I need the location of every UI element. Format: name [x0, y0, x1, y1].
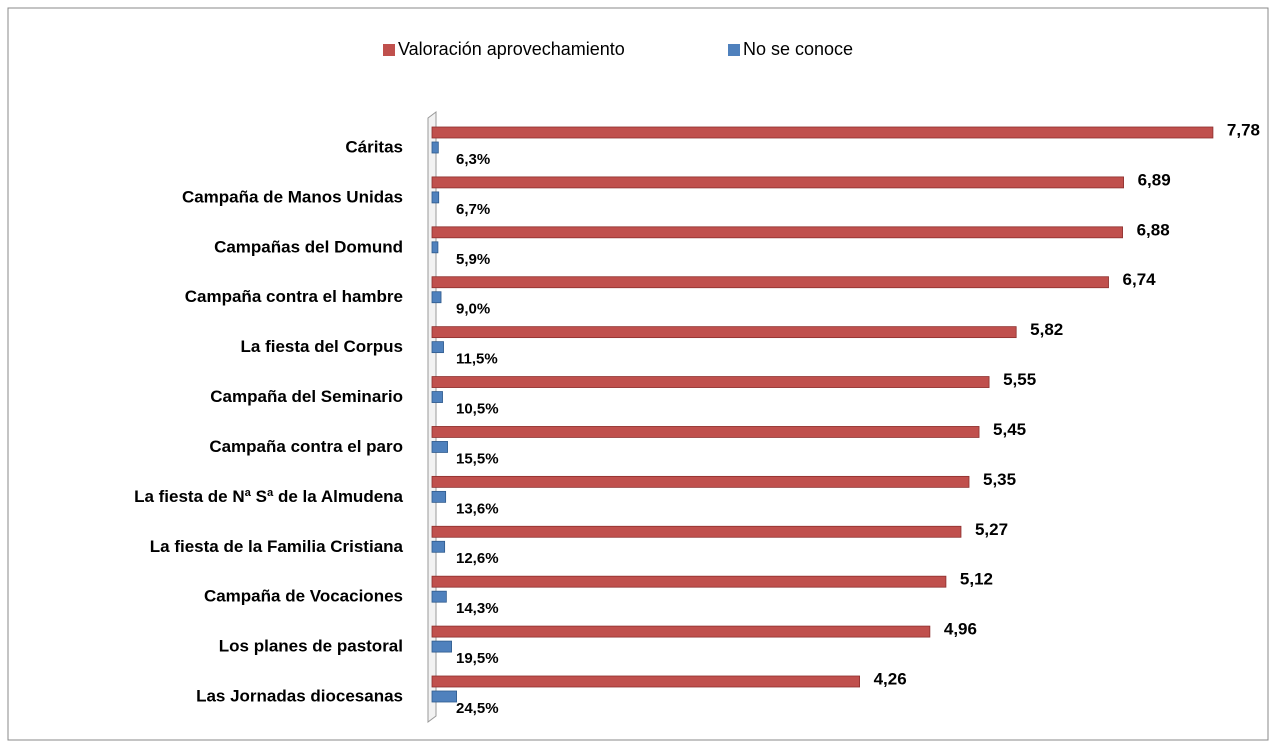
- value-label: 6,89: [1138, 170, 1171, 189]
- value-label: 6,88: [1137, 220, 1170, 239]
- category-label: Cáritas: [345, 137, 403, 156]
- bar: [431, 126, 1214, 139]
- value-label: 19,5%: [456, 650, 499, 667]
- bar: [431, 191, 440, 204]
- legend-label: No se conoce: [743, 39, 853, 59]
- category-label: La fiesta de Nª Sª de la Almudena: [134, 487, 403, 506]
- category-label: Campaña contra el hambre: [185, 287, 403, 306]
- bar: [431, 490, 447, 503]
- value-label: 9,0%: [456, 301, 490, 318]
- legend-swatch: [383, 44, 395, 56]
- value-label: 15,5%: [456, 450, 499, 467]
- category-label: Campaña del Seminario: [210, 387, 403, 406]
- value-label: 6,74: [1123, 270, 1157, 289]
- value-label: 4,26: [874, 669, 907, 688]
- bar: [431, 241, 439, 254]
- bar: [431, 540, 446, 553]
- bar: [431, 391, 443, 403]
- category-label: Campaña contra el paro: [209, 437, 403, 456]
- value-label: 4,96: [944, 620, 977, 639]
- value-label: 10,5%: [456, 401, 499, 418]
- category-label: Campañas del Domund: [214, 237, 403, 256]
- value-label: 6,7%: [456, 201, 490, 218]
- value-label: 6,3%: [456, 151, 490, 168]
- axis-wall: [427, 111, 437, 723]
- value-label: 12,6%: [456, 550, 499, 567]
- value-label: 13,6%: [456, 500, 499, 517]
- bar: [431, 276, 1109, 289]
- bar: [431, 575, 947, 588]
- bar: [431, 525, 962, 538]
- bar: [431, 675, 860, 688]
- value-label: 5,55: [1003, 370, 1036, 389]
- value-label: 14,3%: [456, 600, 499, 617]
- category-label: Las Jornadas diocesanas: [196, 686, 403, 705]
- bar: [431, 640, 452, 653]
- value-label: 5,12: [960, 570, 993, 589]
- legend-swatch: [728, 44, 740, 56]
- bar: [431, 690, 457, 703]
- bar: [431, 441, 448, 453]
- category-label: Los planes de pastoral: [219, 637, 403, 656]
- bar: [431, 625, 931, 638]
- value-label: 7,78: [1227, 120, 1260, 139]
- category-label: La fiesta del Corpus: [241, 337, 403, 356]
- bar: [431, 176, 1124, 189]
- category-label: Campaña de Manos Unidas: [182, 187, 403, 206]
- legend-label: Valoración aprovechamiento: [398, 39, 625, 59]
- value-label: 5,82: [1030, 320, 1063, 339]
- bar: [431, 590, 447, 603]
- bar: [431, 226, 1123, 239]
- bar: [431, 291, 442, 304]
- value-label: 11,5%: [456, 351, 498, 368]
- value-label: 5,9%: [456, 251, 490, 268]
- bar: [431, 475, 970, 488]
- category-label: Campaña de Vocaciones: [204, 587, 403, 606]
- bar: [431, 376, 990, 388]
- value-label: 5,45: [993, 420, 1026, 439]
- bar: [431, 426, 980, 438]
- bar: [431, 326, 1017, 339]
- bar: [431, 141, 439, 154]
- value-label: 24,5%: [456, 700, 499, 717]
- value-label: 5,27: [975, 520, 1008, 539]
- category-label: La fiesta de la Familia Cristiana: [150, 537, 404, 556]
- bar: [431, 341, 444, 354]
- value-label: 5,35: [983, 470, 1016, 489]
